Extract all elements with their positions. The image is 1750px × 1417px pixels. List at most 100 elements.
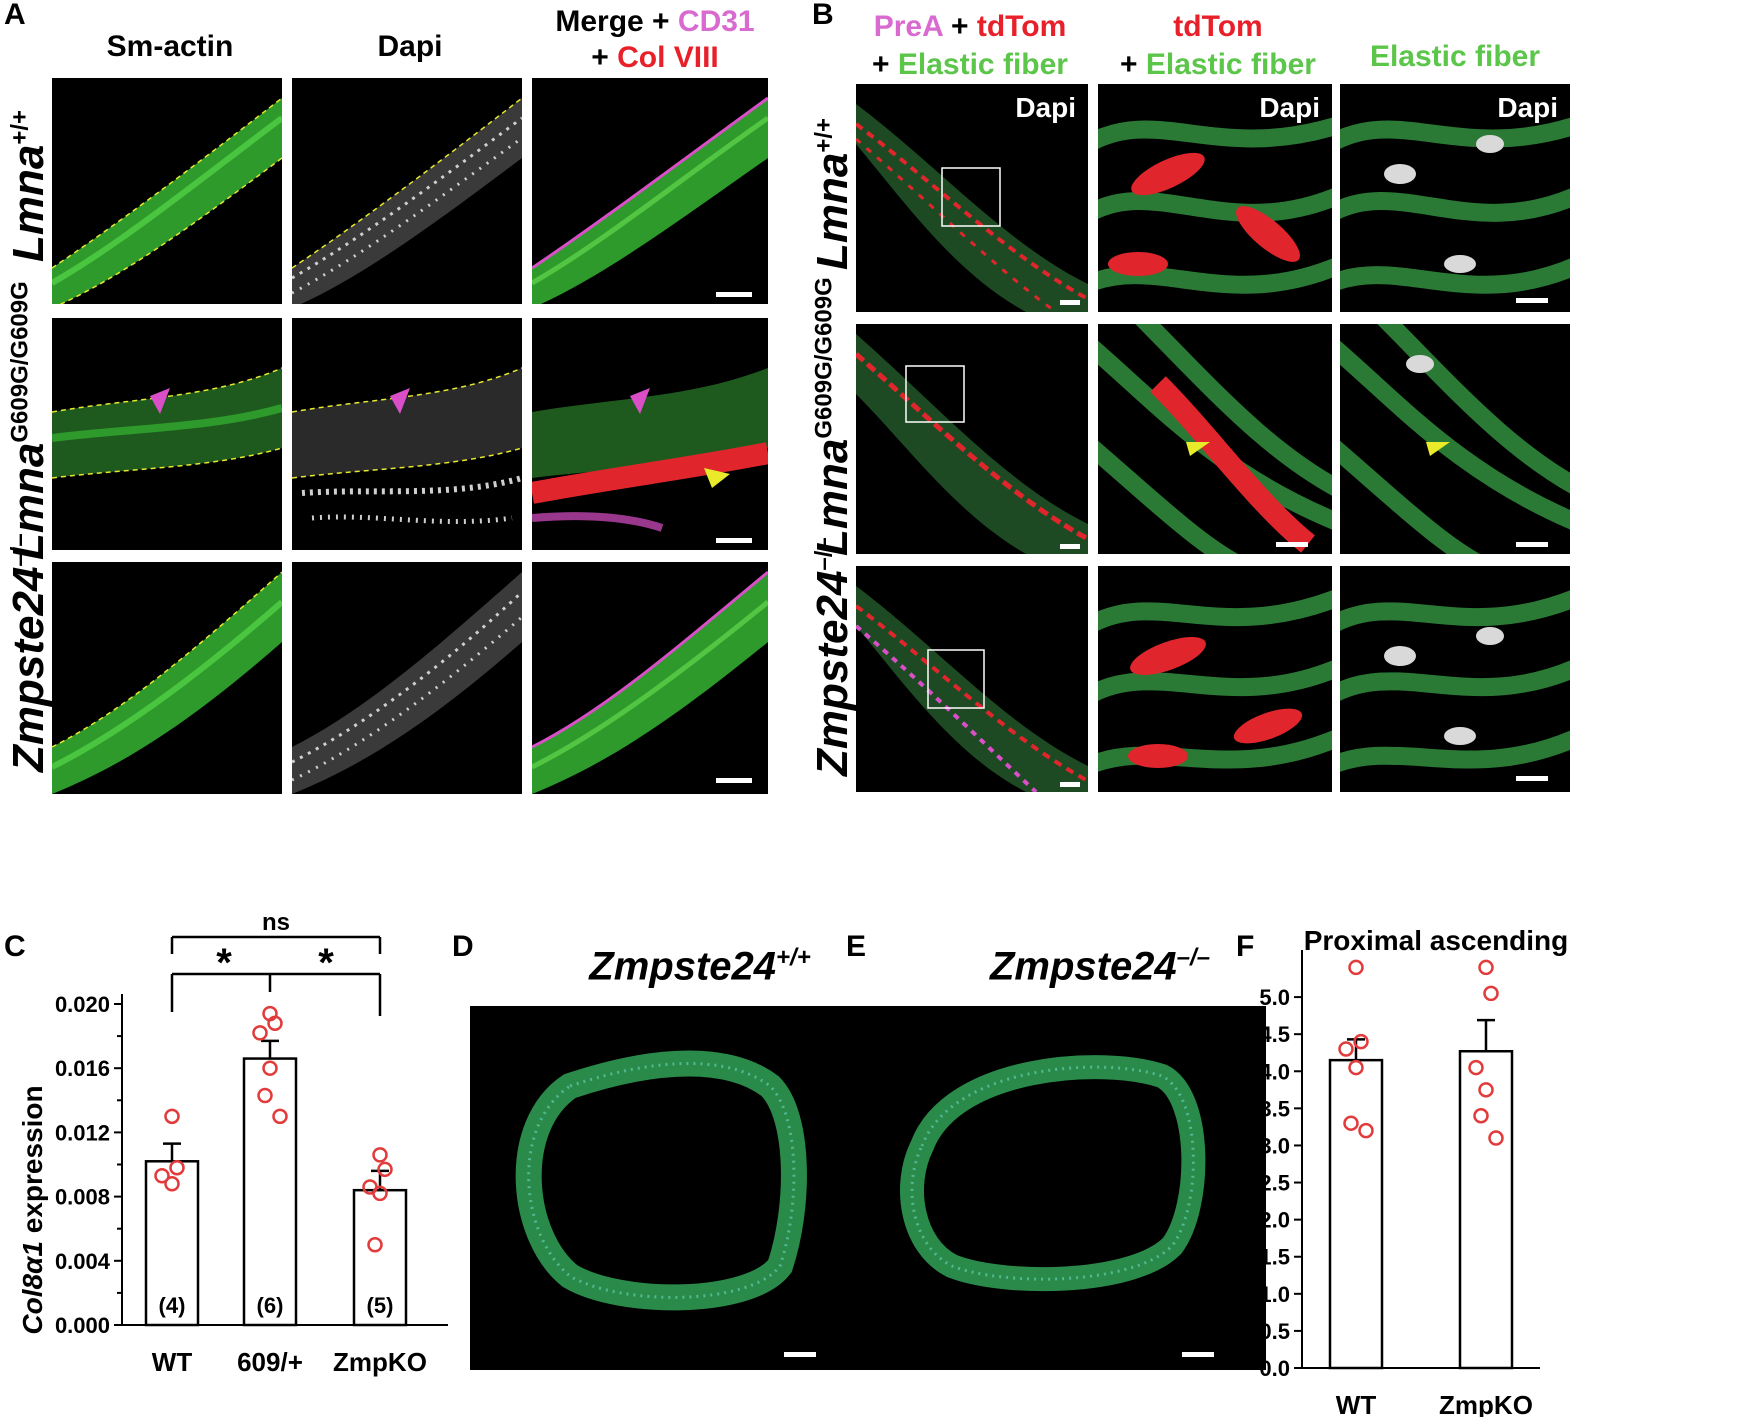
panel-letter-d: D — [452, 930, 474, 963]
dapi-tag: Dapi — [1259, 92, 1320, 123]
row-label-b-lmna-g609g: LmnaG609G/G609G — [808, 277, 857, 556]
n-label: (4) — [159, 1293, 186, 1318]
n-label: (6) — [257, 1293, 284, 1318]
panel-letter-e: E — [846, 930, 867, 963]
scale-bar — [1276, 542, 1308, 547]
x-tick-label: ZmpKO — [333, 1347, 427, 1377]
micrograph-a-dapi-wt — [292, 78, 522, 304]
micrograph-a-merge-zmp — [532, 562, 768, 794]
micrograph-e-aorta-ko — [862, 1006, 1266, 1370]
x-tick-label: WT — [1336, 1390, 1377, 1417]
panel-letter-a: A — [4, 0, 26, 31]
micrograph-b-zoom-tdtom-wt: Dapi — [1098, 84, 1332, 312]
data-point — [262, 1060, 278, 1076]
data-point — [367, 1237, 383, 1253]
y-tick-label: 1.5 — [1259, 1245, 1290, 1270]
title-e: Zmpste24–/– — [989, 944, 1211, 989]
merge-text: Merge + — [555, 5, 678, 38]
micrograph-a-merge-wt — [532, 78, 768, 304]
data-point — [1348, 959, 1364, 976]
data-point — [154, 1167, 170, 1184]
micrograph-a-dapi-zmp — [292, 562, 522, 794]
row-label-b-zmpste24-ko: Zmpste24–/– — [808, 537, 857, 776]
micrograph-a-merge-g609g — [532, 318, 768, 550]
data-point — [1338, 1041, 1354, 1057]
scale-bar — [784, 1352, 816, 1357]
data-point — [1478, 1082, 1494, 1098]
micrograph-b-zoom-elastic-zmp — [1340, 566, 1570, 792]
row-label-b-lmna-wt: Lmna+/+ — [808, 117, 857, 270]
bar — [144, 1160, 200, 1327]
data-point — [372, 1185, 388, 1202]
micrograph-d-aorta-wt — [470, 1006, 874, 1370]
y-tick-label: 0.012 — [55, 1120, 110, 1145]
data-point — [257, 1087, 273, 1104]
panel-letter-f: F — [1236, 930, 1255, 963]
bar — [1328, 1058, 1384, 1370]
scale-bar — [1516, 776, 1548, 781]
micrograph-b-zoom-tdtom-g609g — [1098, 324, 1332, 554]
col-title-b2: tdTom + Elastic fiber — [1120, 10, 1316, 81]
micrograph-a-smactin-wt — [52, 78, 282, 304]
x-tick-label: ZmpKO — [1439, 1390, 1533, 1417]
col-title-b1: PreA + tdTom + Elastic fiber — [872, 10, 1068, 81]
scale-bar — [716, 538, 752, 543]
y-tick-label: 4.0 — [1259, 1059, 1290, 1084]
y-tick-label: 0.5 — [1259, 1319, 1290, 1344]
scale-bar — [1182, 1352, 1214, 1357]
data-point — [1353, 1033, 1369, 1050]
dapi-tag: Dapi — [1497, 92, 1558, 123]
chart-title: Proximal ascending — [1304, 925, 1569, 956]
panel-letter-c: C — [4, 930, 26, 963]
scale-bar — [1516, 542, 1548, 547]
significance-star-2: * — [318, 941, 334, 985]
y-tick-label: 0.016 — [55, 1056, 110, 1081]
data-point — [1348, 1059, 1364, 1076]
micrograph-a-smactin-zmp — [52, 562, 282, 794]
col-title-b3: Elastic fiber — [1369, 40, 1541, 73]
bar — [1458, 1049, 1514, 1370]
row-label-lmna-g609g: LmnaG609G/G609G — [4, 281, 53, 560]
micrograph-b-zoom-elastic-wt: Dapi — [1340, 84, 1570, 312]
col-title-dapi: Dapi — [377, 30, 443, 63]
y-tick-label: 0.020 — [55, 992, 110, 1017]
micrograph-b-zoom-tdtom-zmp — [1098, 566, 1332, 792]
row-label-zmpste24-ko: Zmpste24–/– — [4, 533, 53, 772]
y-tick-label: 2.5 — [1259, 1171, 1290, 1196]
col-title-sm-actin: Sm-actin — [106, 30, 234, 63]
data-point — [1488, 1130, 1504, 1146]
x-tick-label: WT — [152, 1347, 193, 1377]
col-title-merge: Merge + CD31 + Col VIII — [530, 4, 780, 76]
title-d: Zmpste24+/+ — [589, 944, 811, 989]
cd31-text: CD31 — [677, 5, 755, 38]
panel-letter-b: B — [812, 0, 834, 31]
row-label-lmna-wt: Lmna+/+ — [4, 109, 53, 262]
y-tick-label: 5.0 — [1259, 985, 1290, 1010]
data-point — [1358, 1122, 1374, 1139]
data-point — [164, 1108, 180, 1125]
data-point — [377, 1161, 393, 1178]
bar — [352, 1188, 408, 1327]
micrograph-a-smactin-g609g — [52, 318, 282, 550]
scale-bar — [1060, 300, 1080, 305]
micrograph-b-overview-zmp — [856, 566, 1088, 792]
y-tick-label: 0.004 — [55, 1249, 111, 1274]
micrograph-b-overview-wt: Dapi — [856, 84, 1088, 312]
y-tick-label: 4.5 — [1259, 1022, 1290, 1047]
y-tick-label: 0.000 — [55, 1313, 110, 1338]
scale-bar — [1516, 298, 1548, 303]
bar — [242, 1057, 298, 1327]
data-point — [1478, 959, 1494, 976]
y-tick-label: 3.5 — [1259, 1096, 1290, 1121]
significance-ns: ns — [262, 909, 290, 936]
y-tick-label: 2.0 — [1259, 1208, 1290, 1233]
micrograph-b-zoom-elastic-g609g — [1340, 324, 1570, 554]
data-point — [267, 1015, 283, 1032]
scale-bar — [1060, 544, 1080, 549]
micrograph-b-overview-g609g — [856, 324, 1088, 554]
data-point — [1468, 1059, 1484, 1076]
y-tick-label: 3.0 — [1259, 1133, 1290, 1158]
data-point — [164, 1176, 180, 1192]
data-point — [1483, 985, 1499, 1002]
x-tick-label: 609/+ — [237, 1347, 303, 1377]
